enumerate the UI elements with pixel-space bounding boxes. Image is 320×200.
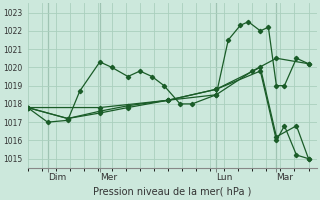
X-axis label: Pression niveau de la mer( hPa ): Pression niveau de la mer( hPa ) xyxy=(93,187,251,197)
